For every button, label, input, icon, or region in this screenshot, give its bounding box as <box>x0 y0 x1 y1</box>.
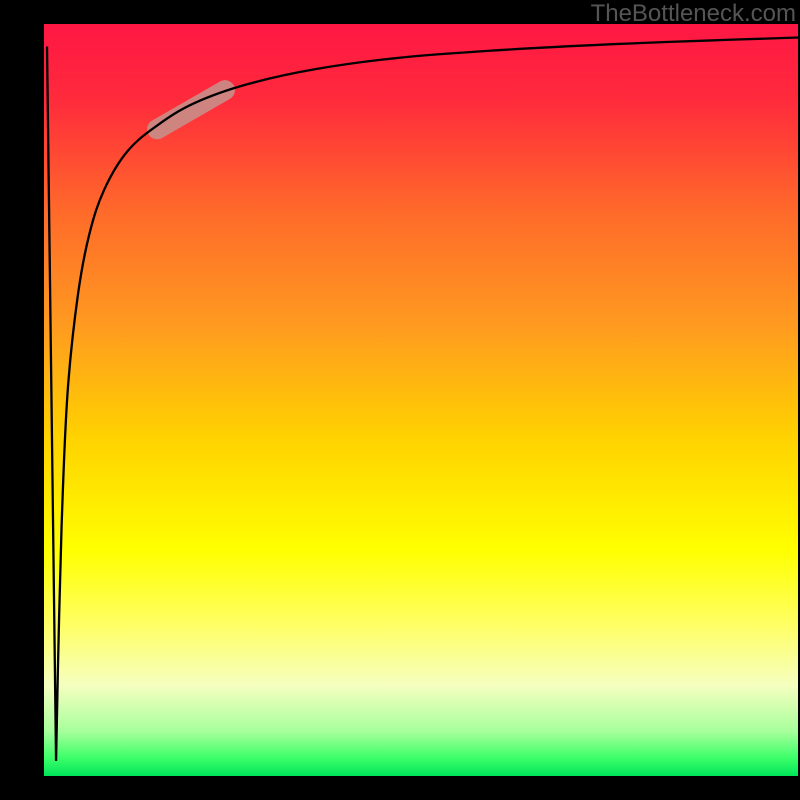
watermark-text: TheBottleneck.com <box>591 0 796 28</box>
plot-svg <box>44 24 798 776</box>
plot-area <box>44 24 798 776</box>
chart-frame: TheBottleneck.com <box>0 0 800 800</box>
